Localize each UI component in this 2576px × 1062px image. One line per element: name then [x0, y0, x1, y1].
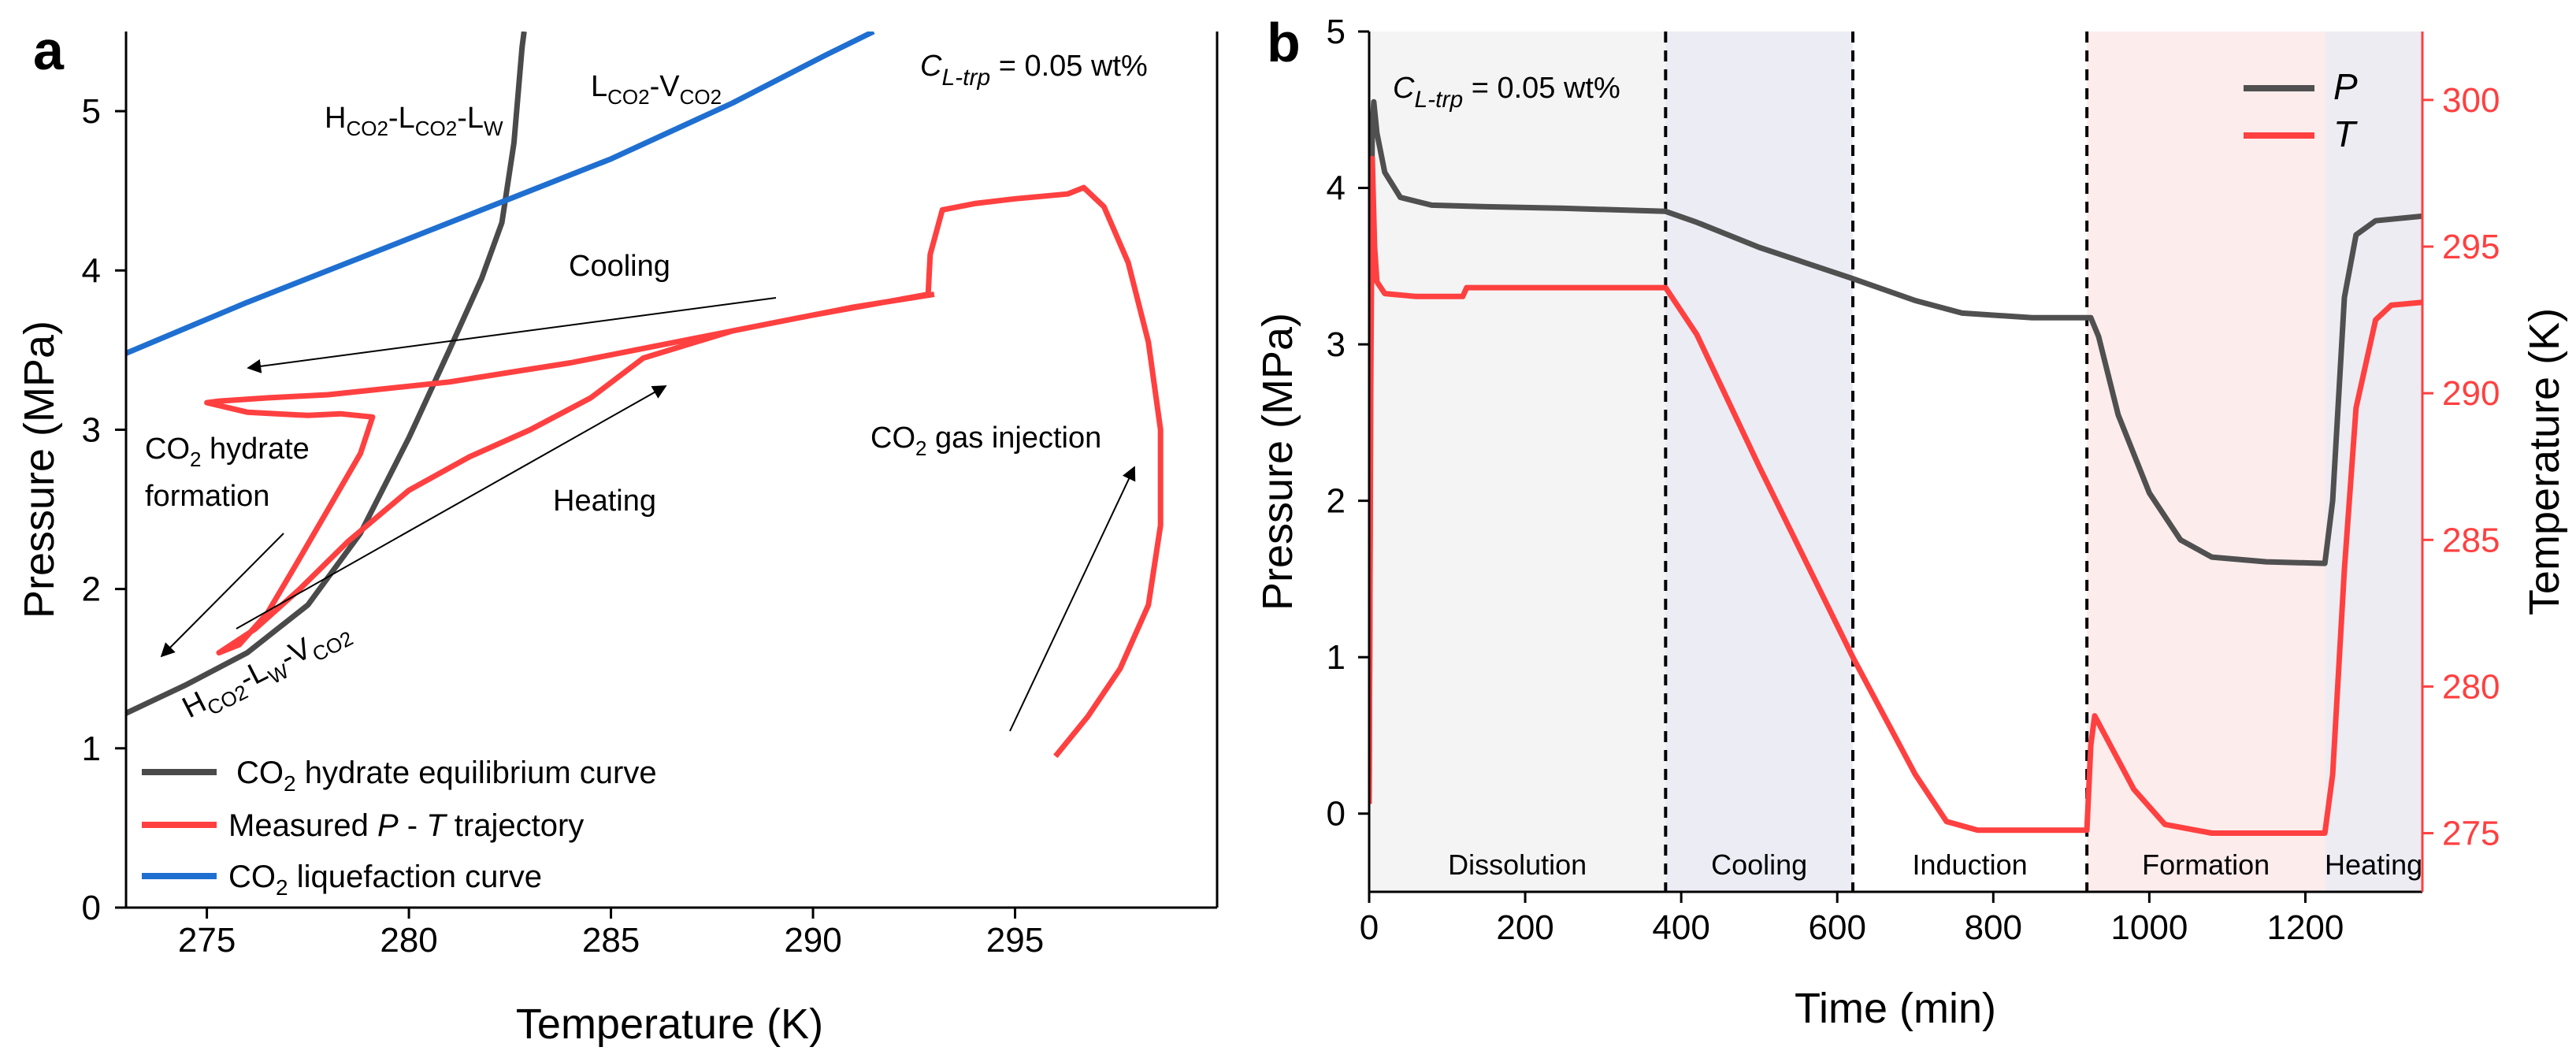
panel-b-right-tick-label: 295	[2442, 228, 2500, 266]
panel-a-y-tick-label: 0	[82, 889, 101, 927]
panel-a-x-axis-title: Temperature (K)	[516, 1001, 823, 1048]
panel-a-series-1	[204, 184, 1164, 759]
panel-b-x-axis-title: Time (min)	[1795, 985, 1996, 1032]
phase-label-dissolution: Dissolution	[1448, 848, 1587, 881]
panel-b-letter: b	[1267, 12, 1301, 73]
panel-a-x-tick-label: 285	[582, 921, 640, 960]
cooling-annotation: Cooling	[569, 250, 670, 283]
panel-b-x-tick-label: 0	[1360, 908, 1379, 947]
panel-b-right-tick-label: 290	[2442, 374, 2500, 413]
panel-b-right-tick-label: 280	[2442, 667, 2500, 706]
legend-label-equilibrium: CO2 hydrate equilibrium curve	[236, 756, 657, 796]
panel-b-left-tick-label: 4	[1327, 169, 1346, 208]
phase-background-induction	[1853, 32, 2088, 892]
panel-a-y-tick-label: 5	[82, 92, 101, 131]
panel-a-ticks: 275 280 285 290 295 0 1 2 3 4 5	[82, 92, 1045, 960]
formation-arrow	[160, 533, 284, 658]
hlw-curve-label: HCO2-LCO2-LW	[325, 102, 503, 140]
panel-a-y-axis-title: Pressure (MPa)	[16, 321, 63, 618]
panel-a-concentration-label: CL-trp = 0.05 wt%	[920, 50, 1148, 91]
legend-label-trajectory: Measured P - T trajectory	[228, 808, 584, 843]
panel-a-y-tick-label: 2	[82, 570, 101, 609]
panel-a-y-tick-label: 1	[82, 730, 101, 768]
panel-a-x-tick-label: 290	[784, 921, 841, 960]
heating-arrow	[236, 385, 667, 629]
panel-b-x-tick-label: 600	[1809, 908, 1866, 947]
panel-b-series-p	[1369, 98, 2422, 798]
panel-b-left-tick-label: 1	[1327, 638, 1346, 677]
panel-a-x-tick-label: 275	[178, 921, 236, 960]
panel-b-x-tick-label: 1200	[2266, 908, 2344, 947]
panel-b-series	[1369, 98, 2422, 836]
panel-a-y-tick-label: 4	[82, 251, 101, 290]
injection-arrow	[1009, 466, 1136, 732]
panel-b-left-tick-label: 0	[1327, 795, 1346, 834]
panel-b-phase-dividers	[1664, 32, 2089, 892]
panel-b-x-tick-label: 1000	[2110, 908, 2188, 947]
panel-b: b 0 200 400 600 800 1000 1200 0 1 2 3 4 5 275 280 285 29…	[1254, 12, 2568, 1032]
panel-a-x-tick-label: 295	[986, 921, 1044, 960]
phase-background-heating	[2325, 32, 2422, 892]
phase-background-formation	[2087, 32, 2325, 892]
panel-a-letter: a	[33, 20, 65, 81]
cooling-arrow	[247, 297, 777, 373]
panel-b-left-tick-label: 3	[1327, 325, 1346, 364]
phase-background-dissolution	[1369, 32, 1666, 892]
panel-a-x-tick-label: 280	[380, 921, 437, 960]
panel-b-ticks: 0 200 400 600 800 1000 1200 0 1 2 3 4 5 275 280 285 290 2…	[1327, 13, 2500, 947]
panel-a-series	[126, 32, 1164, 759]
panel-a-series-0	[126, 32, 527, 716]
formation-annotation-line1: CO2 hydrate	[145, 433, 310, 471]
panel-b-right-axis-title: Temperature (K)	[2521, 308, 2568, 615]
panel-a-legend: CO2 hydrate equilibrium curve Measured P…	[142, 756, 657, 900]
formation-annotation-line2: formation	[145, 480, 269, 513]
phase-label-cooling: Cooling	[1711, 848, 1807, 881]
legend-label-pressure: P	[2333, 66, 2358, 107]
hlv-curve-label: HCO2-LW-VCO2	[177, 613, 357, 730]
panel-b-right-tick-label: 275	[2442, 815, 2500, 853]
panel-b-series-t	[1369, 155, 2422, 836]
panel-b-left-tick-label: 5	[1327, 13, 1346, 51]
heating-annotation: Heating	[553, 485, 656, 518]
phase-label-formation: Formation	[2142, 848, 2270, 881]
gas-injection-annotation: CO2 gas injection	[870, 421, 1101, 460]
panel-b-x-tick-label: 400	[1652, 908, 1709, 947]
panel-b-right-tick-label: 285	[2442, 521, 2500, 559]
phase-label-induction: Induction	[1913, 848, 2028, 881]
panel-b-x-tick-label: 800	[1965, 908, 2022, 947]
legend-label-liquefaction: CO2 liquefaction curve	[228, 860, 542, 900]
legend-label-temperature: T	[2333, 113, 2358, 154]
panel-a-y-tick-label: 3	[82, 410, 101, 449]
panel-b-x-tick-label: 200	[1496, 908, 1553, 947]
phase-label-heating: Heating	[2325, 848, 2422, 881]
panel-b-phase-backgrounds	[1369, 32, 2422, 892]
panel-b-left-axis-title: Pressure (MPa)	[1254, 313, 1301, 611]
lv-curve-label: LCO2-VCO2	[591, 70, 722, 109]
panel-a-series-2	[126, 32, 875, 356]
panel-b-concentration-label: CL-trp = 0.05 wt%	[1393, 72, 1620, 113]
panel-b-legend: P T	[2244, 66, 2358, 154]
panel-b-left-tick-label: 2	[1327, 482, 1346, 521]
panel-b-phase-labels: Dissolution Cooling Induction Formation Heat…	[1448, 848, 2422, 881]
panel-b-right-tick-label: 300	[2442, 81, 2500, 120]
